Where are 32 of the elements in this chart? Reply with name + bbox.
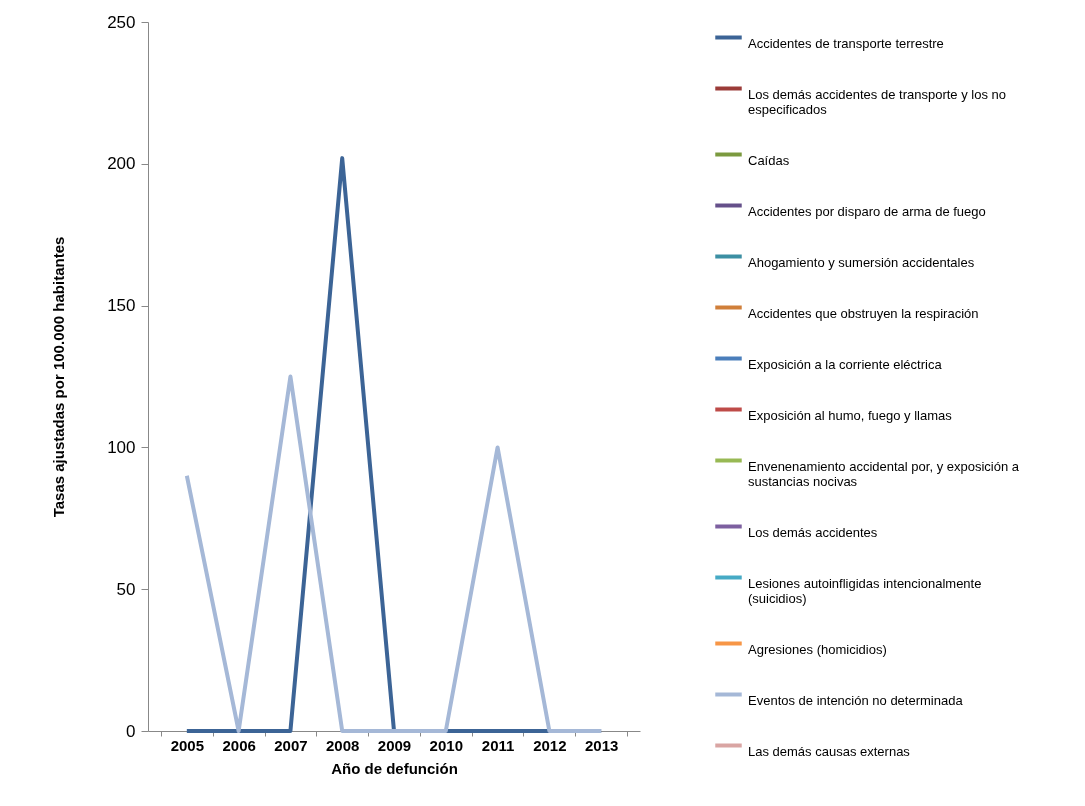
- y-tick-label: 200: [107, 154, 136, 174]
- legend-label: Lesiones autoinfligidas intencionalmente (suicidios): [748, 575, 982, 606]
- x-tick-label: 2011: [481, 736, 515, 754]
- x-tick-label: 2007: [274, 736, 308, 754]
- x-tick-label: 2010: [429, 736, 463, 754]
- y-tick-label: 50: [116, 579, 136, 599]
- legend-label: Eventos de intención no determinada: [748, 692, 964, 708]
- y-axis-title: Tasas ajustadas por 100.000 habitantes: [50, 236, 68, 518]
- legend-label: Accidentes que obstruyen la respiración: [748, 305, 979, 321]
- legend-label: Agresiones (homicidios): [748, 641, 887, 657]
- x-tick-label: 2008: [326, 736, 360, 754]
- x-tick-label: 2013: [584, 736, 619, 754]
- y-tick-label: 100: [107, 437, 136, 457]
- legend-label: Las demás causas externas: [748, 743, 911, 759]
- y-tick-label: 0: [126, 721, 136, 741]
- legend-label: Accidentes por disparo de arma de fuego: [748, 203, 986, 219]
- legend-label: Accidentes de transporte terrestre: [748, 35, 944, 51]
- legend-label: Envenenamiento accidental por, y exposición a sustancias nocivas: [748, 458, 1020, 489]
- legend-label: Exposición al humo, fuego y llamas: [748, 407, 953, 423]
- y-tick-label: 250: [107, 12, 136, 32]
- legend-label: Exposición a la corriente eléctrica: [748, 356, 943, 372]
- x-tick-label: 2012: [533, 736, 567, 754]
- legend-label: Los demás accidentes de transporte y los no especificados: [748, 86, 1006, 117]
- legend-label: Los demás accidentes: [748, 524, 878, 540]
- x-tick-label: 2005: [170, 736, 205, 754]
- x-tick-label: 2006: [222, 736, 256, 754]
- legend-label: Ahogamiento y sumersión accidentales: [748, 254, 975, 270]
- y-tick-label: 150: [107, 296, 136, 316]
- x-axis-title: Año de defunción: [331, 759, 458, 777]
- line-series: [184, 374, 604, 733]
- legend-label: Caídas: [748, 152, 790, 168]
- x-tick-label: 2009: [377, 736, 412, 754]
